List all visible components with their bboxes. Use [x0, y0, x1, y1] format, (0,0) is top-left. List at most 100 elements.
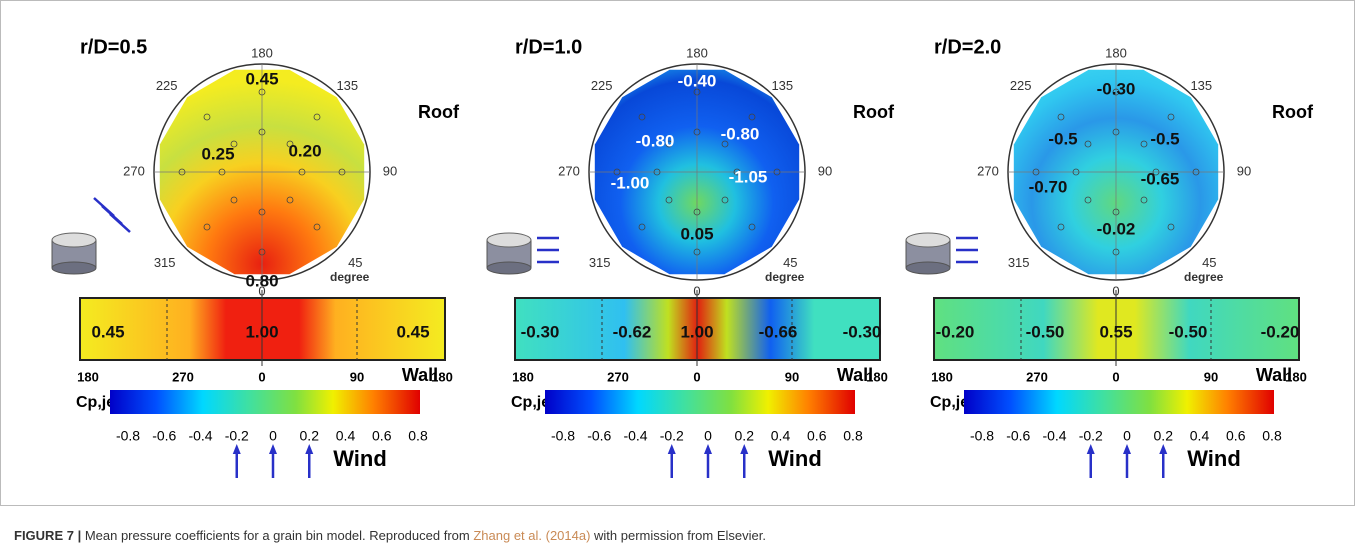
angle-label: 45 [348, 255, 362, 270]
sensor [638, 223, 646, 231]
bin-top [486, 232, 532, 248]
roof-label: Roof [1272, 102, 1314, 122]
colorbar-tick-label: 0.6 [1226, 428, 1246, 444]
colorbar-label: Cp,jet [76, 394, 121, 411]
sensor [1167, 113, 1175, 121]
bin-base [905, 261, 951, 275]
colorbar-tick-label: 0.4 [771, 428, 791, 444]
colorbar-tick-label: -0.6 [587, 428, 611, 444]
roof-value: -0.30 [1097, 79, 1136, 98]
wind-arrow-head [305, 444, 314, 454]
caption-text: Mean pressure coefficients for a grain b… [81, 528, 474, 543]
bin-base [51, 261, 97, 275]
angle-label: 90 [818, 163, 832, 178]
angle-label: 90 [383, 163, 397, 178]
bin-top [51, 232, 97, 248]
degree-label: degree [765, 270, 805, 284]
caption-label: FIGURE 7 | [14, 528, 82, 543]
figure: r/D=0.5 Roof 180 135 90 45 0 315 270 225 degree 0.4… [0, 0, 1355, 506]
sensor [1072, 168, 1080, 176]
sensor [613, 168, 621, 176]
roof-value: -1.00 [611, 173, 650, 192]
wind-arrow-head [704, 444, 712, 454]
sensor [733, 168, 741, 176]
panel-title: r/D=0.5 [80, 36, 147, 58]
sensor [218, 168, 226, 176]
sensor [313, 223, 321, 231]
roof-value: -0.80 [721, 124, 760, 143]
sensor [653, 168, 661, 176]
wall-tick-label: 0 [258, 369, 265, 384]
angle-label: 45 [783, 255, 797, 270]
wall-label: Wall [837, 365, 873, 385]
roof-label: Roof [418, 102, 460, 122]
colorbar-tick-label: 0.6 [372, 428, 392, 444]
wall-value: -0.50 [1169, 322, 1208, 341]
roof-value: -0.5 [1048, 129, 1077, 148]
bin-top [905, 232, 951, 248]
sensor [230, 196, 238, 204]
sensor [665, 140, 673, 148]
roof-label: Roof [853, 102, 895, 122]
colorbar-tick-label: 0.2 [735, 428, 755, 444]
angle-label: 270 [558, 163, 580, 178]
wall-value: -0.50 [1026, 322, 1065, 341]
colorbar-tick-label: 0.2 [300, 428, 320, 444]
colorbar-tick-label: -0.8 [551, 428, 575, 444]
angle-label: 270 [977, 163, 999, 178]
sensor [693, 208, 701, 216]
caption-link[interactable]: Zhang et al. (2014a) [473, 528, 591, 543]
angle-label: 225 [1010, 78, 1032, 93]
colorbar-tick-label: -0.8 [970, 428, 994, 444]
angle-label: 225 [156, 78, 178, 93]
sensor [1057, 223, 1065, 231]
colorbar-tick-label: -0.2 [660, 428, 684, 444]
wall-tick-label: 180 [931, 369, 953, 384]
colorbar-tick-label: 0 [704, 428, 712, 444]
wind-arrow-head [740, 444, 749, 454]
caption: FIGURE 7 | Mean pressure coefficients fo… [14, 528, 766, 543]
panel-title: r/D=2.0 [934, 36, 1001, 58]
roof-value: -0.40 [678, 71, 717, 90]
angle-label: 90 [1237, 163, 1251, 178]
colorbar-tick-label: -0.2 [225, 428, 249, 444]
roof-value: 0.45 [245, 69, 278, 88]
colorbar-tick-label: -0.4 [1042, 428, 1066, 444]
sensor [1084, 140, 1092, 148]
wall-value: 0.55 [1099, 322, 1132, 341]
angle-label: 225 [591, 78, 613, 93]
angle-label: 315 [154, 255, 176, 270]
wall-tick-label: 0 [693, 369, 700, 384]
wall-tick-label: 90 [785, 369, 799, 384]
angle-label: 270 [123, 163, 145, 178]
wall-value: -0.20 [936, 322, 975, 341]
panel-title: r/D=1.0 [515, 36, 582, 58]
wall-label: Wall [1256, 365, 1292, 385]
wind-icon-arrow [109, 213, 131, 233]
sensor [1084, 196, 1092, 204]
wind-arrow-head [232, 444, 241, 454]
caption-text-end: with permission from Elsevier. [590, 528, 766, 543]
sensor [286, 140, 294, 148]
roof-value: 0.80 [245, 271, 278, 290]
wall-value: -0.20 [1261, 322, 1300, 341]
wall-value: -0.30 [843, 322, 882, 341]
roof-value: -0.70 [1029, 177, 1068, 196]
colorbar-tick-label: -0.6 [1006, 428, 1030, 444]
wall-tick-label: 90 [350, 369, 364, 384]
sensor [1112, 248, 1120, 256]
bin-base [486, 261, 532, 275]
colorbar-tick-label: -0.4 [623, 428, 647, 444]
colorbar-tick-label: 0.6 [807, 428, 827, 444]
colorbar [545, 390, 855, 414]
wall-tick-label: 180 [512, 369, 534, 384]
wall-value: -0.30 [521, 322, 560, 341]
colorbar-tick-label: 0.4 [1190, 428, 1210, 444]
sensor [258, 88, 266, 96]
sensor [1140, 196, 1148, 204]
sensor [313, 113, 321, 121]
sensor [721, 140, 729, 148]
wall-value: -0.66 [759, 322, 798, 341]
wall-label: Wall [402, 365, 438, 385]
